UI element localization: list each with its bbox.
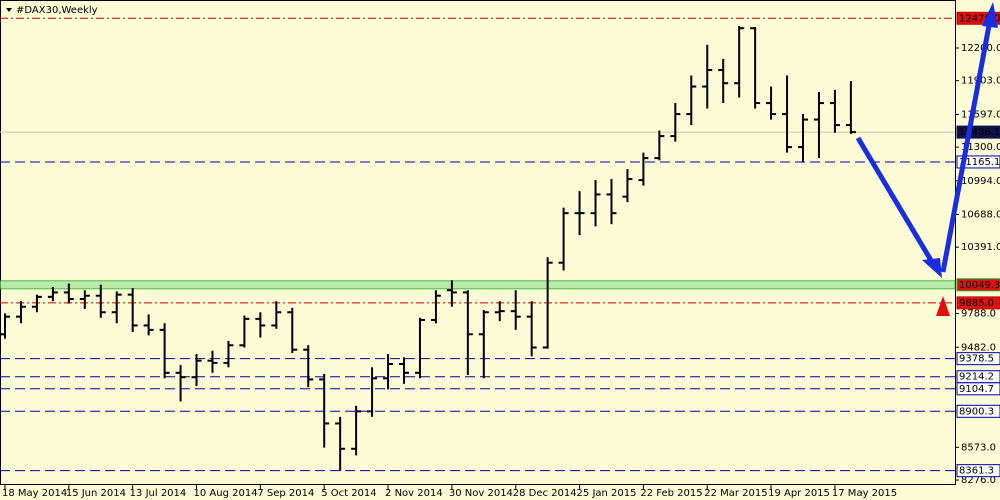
- level-label: 9378.5: [959, 354, 994, 365]
- level-label: 9885.0: [959, 298, 994, 309]
- chart-title: #DAX30,Weekly: [16, 5, 98, 16]
- x-tick-label: 28 Dec 2014: [513, 488, 577, 499]
- x-tick-label: 7 Sep 2014: [257, 488, 314, 499]
- level-label: 12470.0: [959, 13, 1000, 24]
- level-label: 8361.3: [959, 466, 994, 477]
- level-label-box: [956, 404, 1000, 418]
- level-label-box: [956, 278, 1000, 292]
- level-label: 9104.7: [959, 384, 994, 395]
- level-label-box: [956, 296, 1000, 310]
- x-tick-label: 25 Jan 2015: [577, 488, 637, 499]
- level-label-box: [956, 352, 1000, 366]
- level-label-box: [956, 382, 1000, 396]
- level-label: 9214.2: [959, 372, 994, 383]
- y-tick-label: 9788.0: [961, 309, 996, 320]
- arrow-down: [855, 136, 935, 264]
- x-tick-label: 5 Oct 2014: [321, 488, 376, 499]
- menu-arrow: [6, 8, 12, 12]
- x-tick-label: 22 Mar 2015: [704, 488, 767, 499]
- arrow-head: [982, 2, 998, 28]
- y-tick-label: 12200.0: [961, 43, 1000, 54]
- x-tick-label: 22 Feb 2015: [640, 488, 702, 499]
- level-label: 11165.1: [959, 157, 1000, 168]
- y-tick-label: 11597.0: [961, 109, 1000, 120]
- y-tick-label: 10688.0: [961, 209, 1000, 220]
- level-band: [0, 280, 956, 290]
- x-tick-label: 18 May 2014: [2, 488, 67, 499]
- y-tick-label: 9482.0: [961, 342, 996, 353]
- level-label: 10049.3: [959, 280, 1000, 291]
- y-tick-label: 10994.0: [961, 176, 1000, 187]
- y-tick-label: 11300.0: [961, 142, 1000, 153]
- y-tick-label: 10391.0: [961, 242, 1000, 253]
- x-tick-label: 17 May 2015: [832, 488, 897, 499]
- x-tick-label: 13 Jul 2014: [130, 488, 187, 499]
- forecast-arrows: [855, 2, 998, 316]
- plot-frame: [0, 0, 956, 485]
- level-label: 11436.1: [959, 127, 1000, 138]
- x-tick-label: 19 Apr 2015: [768, 488, 830, 499]
- arrow-up: [940, 19, 993, 273]
- level-label: 8900.3: [959, 406, 994, 417]
- marks: 12200.011903.011597.011300.010994.010688…: [0, 11, 1000, 499]
- x-tick-label: 30 Nov 2014: [449, 488, 513, 499]
- y-tick-label: 8276.0: [961, 475, 996, 486]
- x-tick-label: 10 Aug 2014: [194, 488, 258, 499]
- level-label-box: [956, 155, 1000, 169]
- arrow-head: [922, 258, 942, 278]
- x-tick-label: 15 Jun 2014: [66, 488, 126, 499]
- red-arrow: [936, 296, 950, 316]
- x-tick-label: 2 Nov 2014: [385, 488, 443, 499]
- level-label-box: [956, 464, 1000, 478]
- y-tick-label: 8573.0: [961, 442, 996, 453]
